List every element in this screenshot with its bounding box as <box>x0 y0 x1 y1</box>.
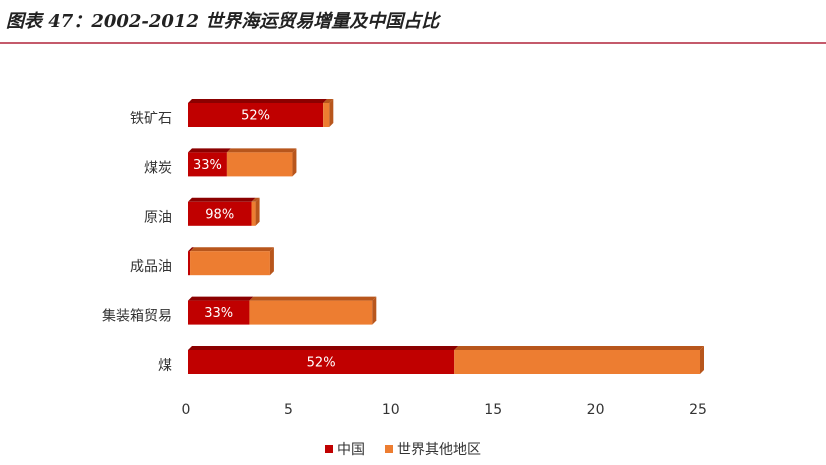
bar-top <box>249 296 377 301</box>
x-tick-label: 0 <box>182 402 191 418</box>
bar-top <box>188 247 195 252</box>
data-label: 33% <box>193 158 222 173</box>
bar-top <box>188 346 459 350</box>
bar <box>188 350 455 374</box>
legend-label: 中国 <box>337 442 365 458</box>
bar <box>454 350 700 374</box>
bar-side <box>700 346 704 374</box>
x-tick-label: 5 <box>284 402 293 418</box>
legend-label: 世界其他地区 <box>397 442 481 458</box>
legend-swatch <box>385 445 393 453</box>
y-tick-label: 集装箱贸易 <box>102 308 172 325</box>
bar-side <box>269 247 274 276</box>
bar <box>190 251 270 276</box>
legend-swatch <box>325 445 333 453</box>
x-tick-label: 25 <box>689 402 707 418</box>
bar-top <box>323 99 334 103</box>
data-label: 33% <box>204 306 233 321</box>
bar-top <box>454 346 704 350</box>
bar <box>188 152 227 177</box>
bar <box>188 201 252 226</box>
bar <box>226 152 293 177</box>
bar-side <box>329 99 334 127</box>
y-tick-label: 煤炭 <box>144 160 172 176</box>
x-tick-label: 20 <box>587 402 605 418</box>
bar-top <box>251 197 260 202</box>
data-label: 52% <box>241 109 270 124</box>
x-tick-label: 15 <box>484 402 502 418</box>
y-tick-label: 成品油 <box>130 259 172 275</box>
bar-top <box>226 148 297 153</box>
bar-top <box>188 197 256 202</box>
chart-title: 图表 47：2002-2012 世界海运贸易增量及中国占比 <box>6 11 441 32</box>
bar-side <box>255 197 260 226</box>
bar-side <box>372 296 377 325</box>
bar <box>188 103 324 127</box>
data-label: 98% <box>205 207 234 222</box>
bar-top <box>188 148 231 153</box>
bar-top <box>188 296 254 301</box>
bar-top <box>190 247 274 252</box>
y-tick-label: 铁矿石 <box>130 111 172 127</box>
bar-top <box>188 99 328 103</box>
bar <box>323 103 330 127</box>
x-tick-label: 10 <box>382 402 400 418</box>
bar <box>188 251 191 276</box>
bar <box>188 300 250 325</box>
y-tick-label: 煤 <box>158 358 172 374</box>
bar <box>251 201 256 226</box>
y-tick-label: 原油 <box>144 210 172 226</box>
bar-side <box>292 148 297 177</box>
bar <box>249 300 373 325</box>
data-label: 52% <box>307 356 336 371</box>
